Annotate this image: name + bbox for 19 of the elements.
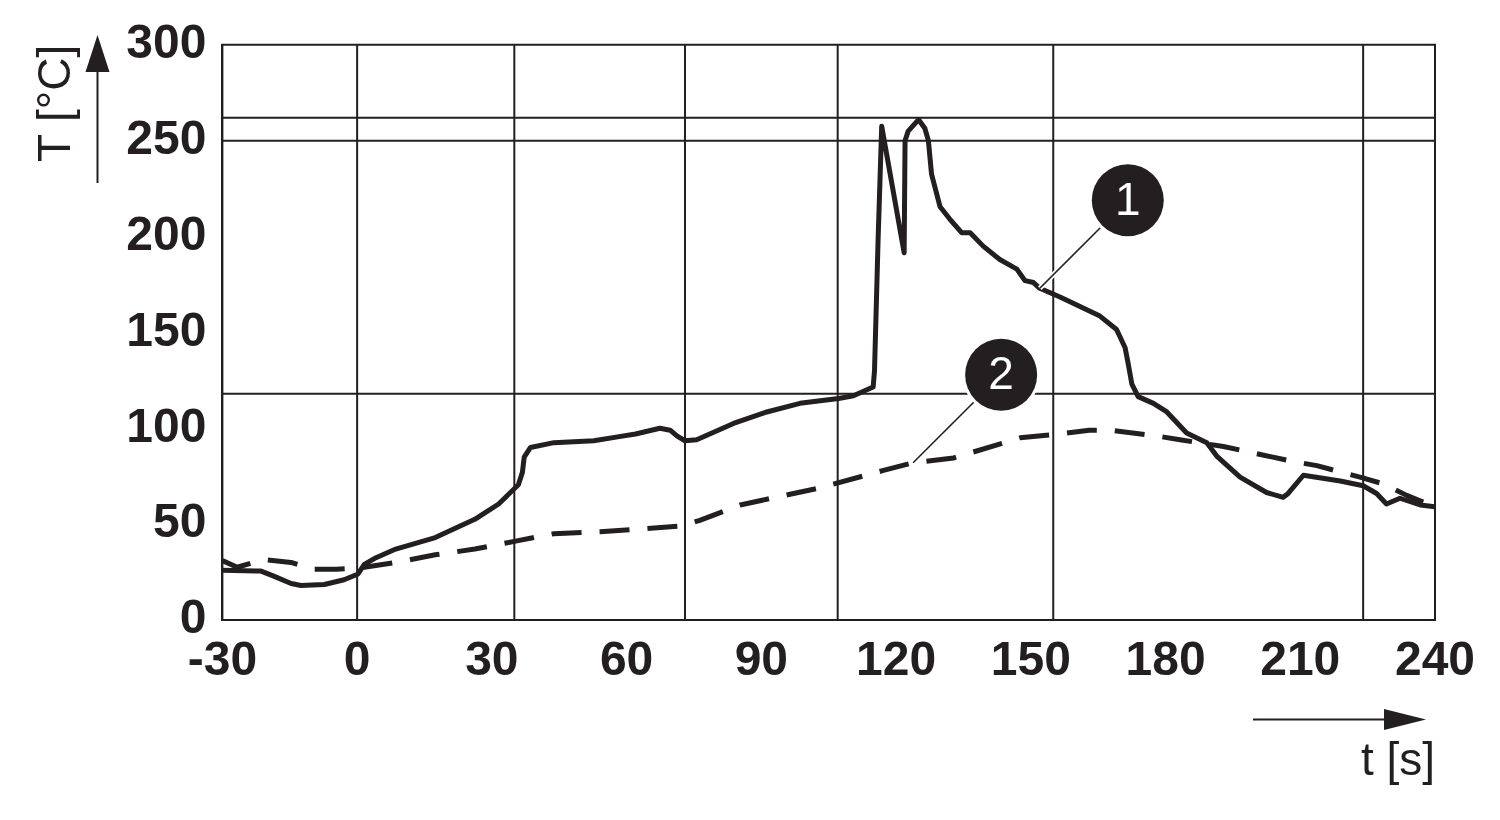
y-tick-label: 300 (126, 15, 207, 69)
x-tick-label: 0 (343, 632, 371, 686)
y-tick-label: 100 (126, 398, 207, 452)
x-axis-title: t [s] (1360, 733, 1435, 786)
y-tick-label: 50 (153, 494, 207, 548)
y-axis-title: T [°C] (28, 44, 81, 163)
y-tick-label: 200 (126, 206, 207, 260)
x-tick-label: 180 (1125, 632, 1206, 686)
x-tick-label: 30 (465, 632, 519, 686)
y-tick-label: 150 (126, 302, 207, 356)
y-tick-label: 250 (126, 110, 207, 164)
x-tick-label: 120 (856, 632, 937, 686)
x-tick-label: 240 (1394, 632, 1476, 686)
x-tick-label: 150 (990, 632, 1071, 686)
annotation: 1 (1114, 172, 1141, 225)
annotation: 2 (988, 347, 1014, 400)
x-tick-label: 210 (1260, 632, 1341, 686)
x-tick-label: 90 (734, 632, 789, 686)
x-tick-label: 60 (599, 632, 654, 686)
